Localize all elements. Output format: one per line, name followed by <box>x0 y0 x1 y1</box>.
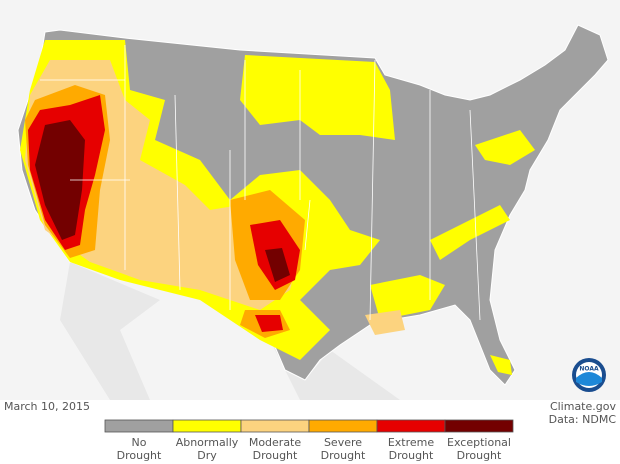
legend-swatch <box>172 419 242 433</box>
legend-swatch <box>240 419 310 433</box>
legend-label: No <box>132 436 147 449</box>
date: March 10, 2015 <box>4 400 90 413</box>
logo-text: NOAA <box>579 366 599 373</box>
credit: Climate.gov <box>550 400 617 413</box>
legend-label: Drought <box>253 449 298 462</box>
legend-swatch <box>376 419 446 433</box>
exceptional-drought-areas <box>35 120 290 282</box>
legend-label: Drought <box>321 449 366 462</box>
legend-label: Dry <box>197 449 217 462</box>
legend-label: Exceptional <box>447 436 511 449</box>
mexico <box>60 262 400 400</box>
legend-label: Drought <box>117 449 162 462</box>
legend-swatch <box>444 419 514 433</box>
legend-label: Drought <box>389 449 434 462</box>
legend-swatch <box>104 419 174 433</box>
legend: NoDroughtAbnormallyDryModerateDroughtSev… <box>104 419 514 462</box>
us-map <box>17 24 609 386</box>
legend-label: Extreme <box>388 436 435 449</box>
legend-label: Severe <box>324 436 362 449</box>
noaa-logo: NOAA <box>572 358 606 392</box>
legend-label: Moderate <box>249 436 302 449</box>
legend-swatch <box>308 419 378 433</box>
legend-label: Drought <box>457 449 502 462</box>
source: Data: NDMC <box>549 413 617 426</box>
state-lines <box>40 45 481 321</box>
legend-label: Abnormally <box>176 436 239 449</box>
